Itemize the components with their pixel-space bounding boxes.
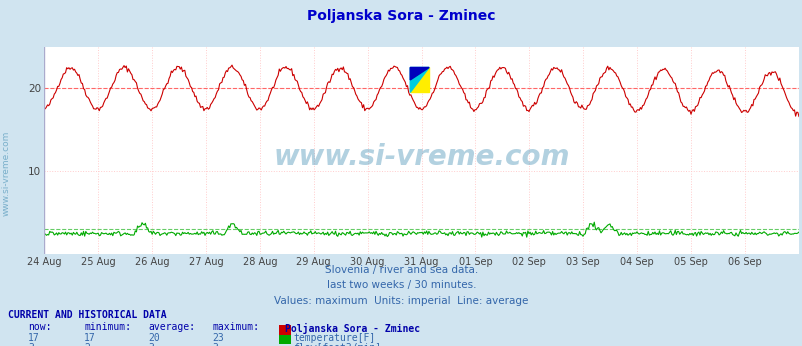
Text: now:: now: [28, 322, 51, 333]
Text: temperature[F]: temperature[F] [293, 333, 375, 343]
Text: flow[foot3/min]: flow[foot3/min] [293, 343, 381, 346]
Text: 17: 17 [84, 333, 96, 343]
Text: Poljanska Sora - Zminec: Poljanska Sora - Zminec [285, 322, 419, 334]
Polygon shape [410, 67, 428, 92]
Polygon shape [410, 67, 428, 80]
Text: 17: 17 [28, 333, 40, 343]
Text: Values: maximum  Units: imperial  Line: average: Values: maximum Units: imperial Line: av… [274, 296, 528, 306]
Text: last two weeks / 30 minutes.: last two weeks / 30 minutes. [326, 280, 476, 290]
Text: 3: 3 [213, 343, 218, 346]
Text: average:: average: [148, 322, 196, 333]
Text: maximum:: maximum: [213, 322, 260, 333]
Text: 23: 23 [213, 333, 225, 343]
Polygon shape [410, 67, 428, 92]
Text: Slovenia / river and sea data.: Slovenia / river and sea data. [325, 265, 477, 275]
Text: CURRENT AND HISTORICAL DATA: CURRENT AND HISTORICAL DATA [8, 310, 167, 320]
Text: minimum:: minimum: [84, 322, 132, 333]
Text: Poljanska Sora - Zminec: Poljanska Sora - Zminec [307, 9, 495, 22]
Text: 3: 3 [148, 343, 154, 346]
Text: 2: 2 [84, 343, 90, 346]
Text: 3: 3 [28, 343, 34, 346]
Text: www.si-vreme.com: www.si-vreme.com [2, 130, 11, 216]
Text: 20: 20 [148, 333, 160, 343]
Text: www.si-vreme.com: www.si-vreme.com [273, 143, 569, 171]
